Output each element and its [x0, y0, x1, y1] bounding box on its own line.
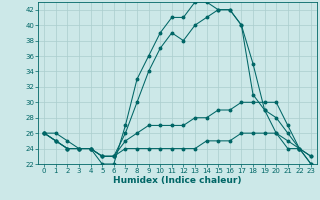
- X-axis label: Humidex (Indice chaleur): Humidex (Indice chaleur): [113, 176, 242, 185]
